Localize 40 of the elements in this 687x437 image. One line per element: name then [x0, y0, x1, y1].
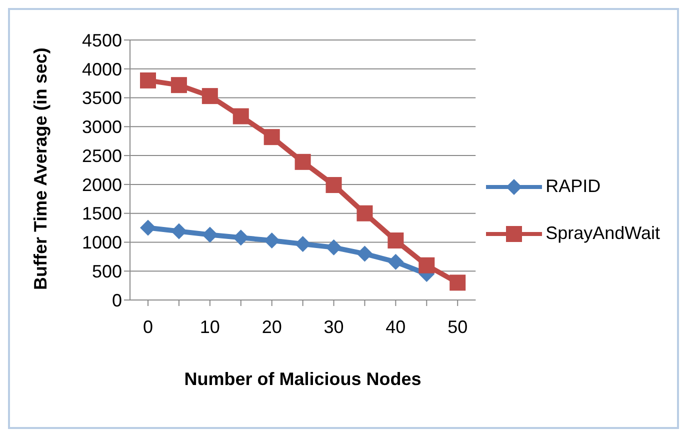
- point: [202, 226, 218, 243]
- point: [232, 108, 249, 124]
- point: [418, 257, 435, 274]
- point: [450, 274, 466, 291]
- point: [264, 129, 280, 146]
- y-tick-label: 2000: [82, 174, 122, 195]
- y-tick-label: 0: [112, 290, 122, 310]
- y-tick-label: 3500: [82, 88, 122, 108]
- point: [232, 230, 249, 246]
- y-tick-label: 500: [92, 262, 122, 282]
- point: [356, 205, 373, 222]
- point: [388, 232, 404, 248]
- point: [388, 254, 404, 270]
- y-axis-title: Buffer Time Average (in sec): [30, 48, 50, 290]
- legend-label: SprayAndWait: [546, 223, 660, 244]
- y-tick-label: 1500: [82, 204, 122, 224]
- point: [140, 72, 156, 88]
- point: [264, 232, 280, 248]
- point: [294, 236, 311, 252]
- x-axis-title: Number of Malicious Nodes: [184, 369, 422, 389]
- point: [356, 246, 373, 262]
- x-tick-label: 30: [324, 316, 344, 337]
- x-tick-label: 10: [200, 316, 220, 337]
- point: [140, 220, 156, 236]
- x-tick-label: 20: [262, 316, 282, 337]
- x-tick-label: 0: [142, 316, 154, 337]
- point: [294, 154, 311, 170]
- point: [170, 223, 187, 240]
- y-tick-label: 2500: [82, 146, 122, 166]
- y-tick-label: 3000: [82, 117, 122, 138]
- point: [202, 88, 218, 104]
- y-tick-label: 1000: [82, 232, 122, 253]
- point: [326, 177, 342, 194]
- point: [326, 239, 342, 256]
- legend-label: RAPID: [546, 176, 601, 197]
- x-tick-label: 40: [386, 316, 406, 337]
- y-tick-label: 4500: [82, 30, 122, 50]
- x-tick-label: 50: [448, 316, 468, 337]
- point: [170, 77, 187, 94]
- y-tick-label: 4000: [82, 59, 122, 80]
